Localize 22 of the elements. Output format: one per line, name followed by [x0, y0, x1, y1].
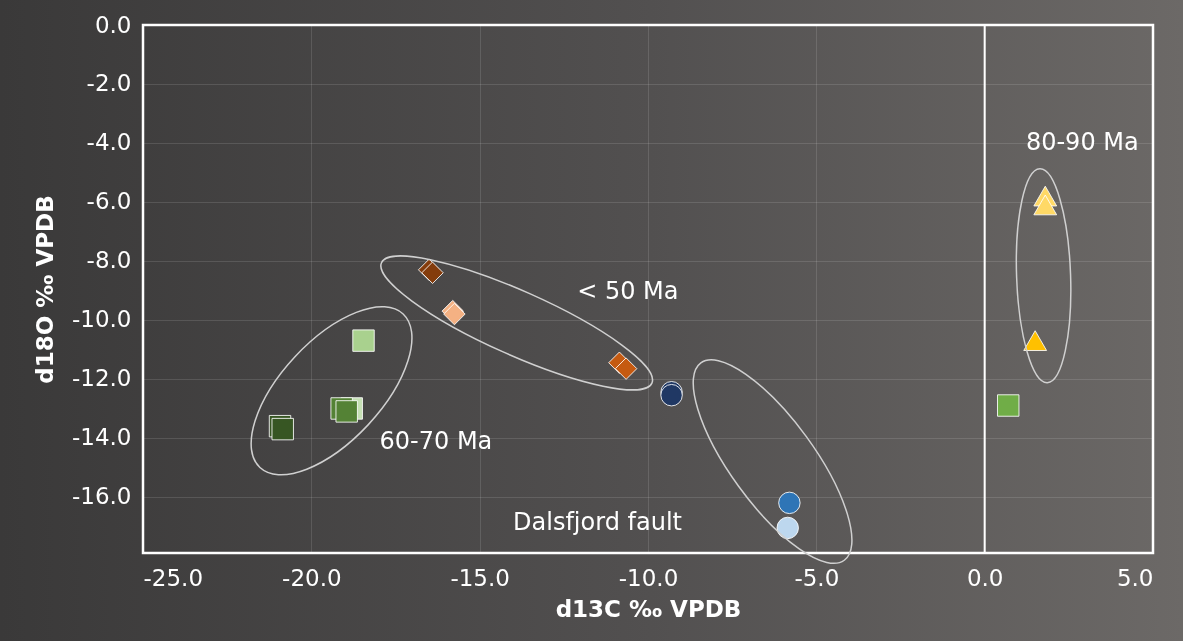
annotation: 80-90 Ma: [1025, 128, 1139, 157]
y-tick-label: -12.0: [71, 365, 132, 392]
x-tick-label: -25.0: [143, 564, 204, 591]
y-tick-label: -4.0: [86, 129, 132, 156]
x-tick-label: -15.0: [450, 564, 510, 591]
annotation: Dalsfjord fault: [513, 507, 682, 536]
x-tick-label: -10.0: [618, 564, 679, 591]
y-tick-label: 0.0: [94, 11, 132, 38]
y-tick-label: -16.0: [71, 483, 132, 510]
y-tick-label: -2.0: [86, 70, 132, 97]
y-tick-label: -6.0: [86, 188, 132, 215]
x-tick-label: 5.0: [1116, 564, 1154, 591]
annotation: 60-70 Ma: [379, 427, 493, 456]
x-tick-label: -5.0: [794, 564, 840, 591]
y-tick-label: -10.0: [71, 306, 132, 333]
y-tick-label: -14.0: [71, 424, 132, 451]
x-tick-label: 0.0: [966, 564, 1004, 591]
x-axis-title: d13C ‰ VPDB: [555, 595, 742, 622]
annotation: < 50 Ma: [577, 276, 679, 305]
y-tick-label: -8.0: [86, 247, 132, 274]
x-tick-label: -20.0: [282, 564, 342, 591]
y-axis-title: d18O ‰ VPDB: [31, 195, 58, 384]
